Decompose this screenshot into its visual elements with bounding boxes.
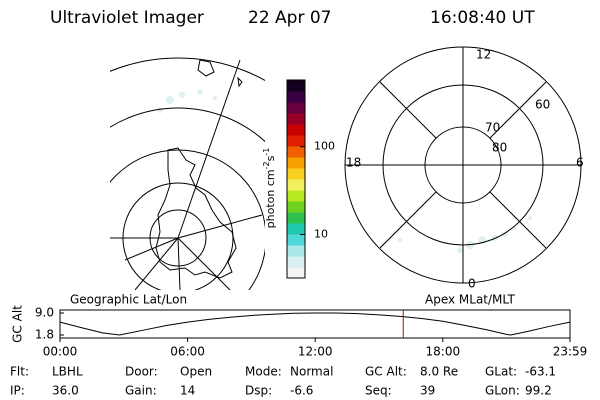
field-label: Flt: (10, 365, 29, 379)
label-part: s (264, 155, 277, 161)
label-part: -1 (262, 148, 271, 156)
x-tick-label: 00:00 (43, 345, 78, 359)
field-label: IP: (10, 384, 25, 398)
field-label: Gain: (125, 384, 157, 398)
x-tick-label: 12:00 (298, 345, 333, 359)
color-step (287, 135, 305, 147)
strip-frame (59, 309, 571, 339)
mlat-label: 70 (485, 121, 500, 135)
field-value: 8.0 Re (420, 365, 458, 379)
mlt-label: 6 (576, 156, 584, 170)
field-value: 39 (420, 384, 435, 398)
color-step (287, 124, 305, 136)
field-label: GLon: (485, 384, 520, 398)
colorbar-label: photon cm-2s-1 (262, 148, 277, 229)
tick-label: 100 (314, 140, 335, 153)
x-tick-label: 18:00 (426, 345, 461, 359)
color-step (287, 256, 305, 268)
color-step (287, 234, 305, 246)
time: 16:08:40 UT (430, 8, 535, 28)
color-step (287, 179, 305, 191)
field-value: -63.1 (525, 365, 556, 379)
color-step (287, 102, 305, 114)
label-part: photon cm (264, 169, 277, 228)
x-tick-label: 23:59 (553, 345, 588, 359)
colorbar: 10 100 (286, 79, 335, 279)
mlat-label: 60 (535, 98, 550, 112)
colorbar-frame (286, 79, 306, 279)
color-step (287, 91, 305, 103)
color-step (287, 201, 305, 213)
field-label: Door: (125, 365, 158, 379)
mlt-label: 12 (476, 48, 491, 62)
y-tick-label: 9.0 (35, 306, 54, 320)
field-label: Mode: (245, 365, 282, 379)
field-value: LBHL (52, 365, 83, 379)
footer: Flt: LBHL Door: Open Mode: Normal GC Alt: 8.0 R… (10, 365, 556, 398)
field-value: 36.0 (52, 384, 79, 398)
color-step (287, 146, 305, 158)
color-step (287, 113, 305, 125)
geo-map (110, 57, 265, 290)
mlt-label: 0 (468, 277, 476, 291)
field-value: 99.2 (525, 384, 552, 398)
field-label: GC Alt: (365, 365, 407, 379)
label-part: -2 (262, 161, 271, 169)
x-tick-label: 06:00 (170, 345, 205, 359)
field-value: 14 (180, 384, 195, 398)
color-step (287, 157, 305, 169)
color-step (287, 80, 305, 92)
instrument: Ultraviolet Imager (50, 8, 204, 28)
field-label: GLat: (485, 365, 517, 379)
color-step (287, 168, 305, 180)
color-step (287, 267, 305, 279)
field-value: -6.6 (290, 384, 313, 398)
y-tick-label: 1.8 (35, 328, 54, 342)
date: 22 Apr 07 (248, 8, 331, 28)
polar-plot: 12 18 6 0 60 70 80 (344, 46, 584, 291)
tick-label: 10 (314, 228, 328, 241)
field-value: Open (180, 365, 212, 379)
altitude-line (59, 312, 571, 336)
mlat-label: 80 (492, 141, 507, 155)
mlt-label: 18 (346, 156, 361, 170)
color-step (287, 223, 305, 235)
field-value: Normal (290, 365, 333, 379)
strip-title: Geographic Lat/Lon (70, 293, 187, 307)
altitude-strip: 9.0 1.8 00:00 06:00 12:00 18:00 23:59 (35, 306, 587, 359)
y-axis-label: GC Alt (11, 305, 25, 343)
color-step (287, 212, 305, 224)
field-label: Seq: (365, 384, 392, 398)
color-step (287, 245, 305, 257)
field-label: Dsp: (245, 384, 272, 398)
color-step (287, 190, 305, 202)
strip-subtitle: Apex MLat/MLT (425, 293, 515, 307)
